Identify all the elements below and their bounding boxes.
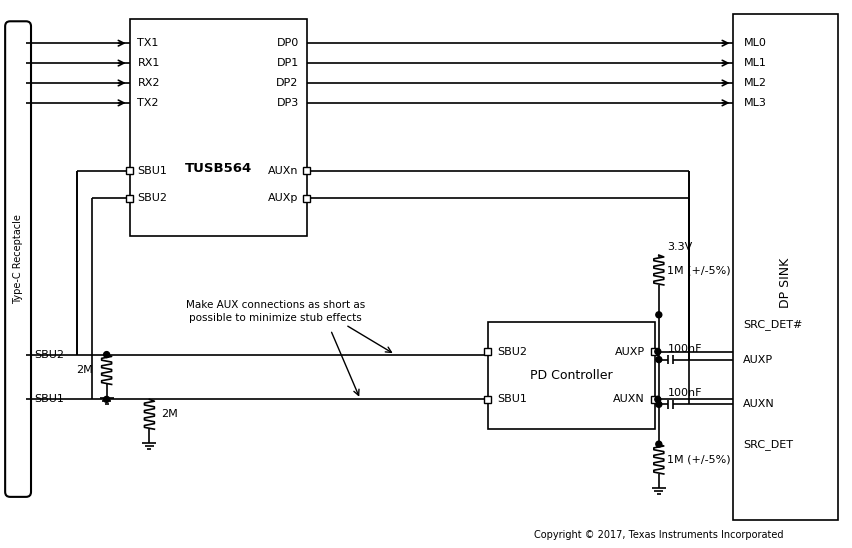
Text: Type-C Receptacle: Type-C Receptacle xyxy=(13,214,23,304)
Text: SBU2: SBU2 xyxy=(137,193,167,203)
Bar xyxy=(130,19,306,236)
Bar xyxy=(302,195,310,202)
Text: 1M (+/-5%): 1M (+/-5%) xyxy=(666,265,729,275)
FancyBboxPatch shape xyxy=(5,21,31,497)
Circle shape xyxy=(655,357,661,363)
Text: SBU2: SBU2 xyxy=(34,350,64,359)
Text: 100nF: 100nF xyxy=(667,389,701,398)
Text: DP3: DP3 xyxy=(276,98,298,108)
Circle shape xyxy=(654,396,660,402)
Text: ML3: ML3 xyxy=(742,98,765,108)
Text: SBU1: SBU1 xyxy=(137,165,167,175)
Circle shape xyxy=(655,401,661,407)
Text: SBU1: SBU1 xyxy=(497,395,527,404)
Bar xyxy=(484,396,491,403)
Text: DP2: DP2 xyxy=(276,78,298,88)
Text: AUXN: AUXN xyxy=(613,395,644,404)
Circle shape xyxy=(104,352,110,358)
Text: SRC_DET#: SRC_DET# xyxy=(742,319,802,330)
Text: SBU2: SBU2 xyxy=(497,346,527,357)
Text: DP1: DP1 xyxy=(276,58,298,68)
Text: TX2: TX2 xyxy=(137,98,158,108)
Text: 100nF: 100nF xyxy=(667,344,701,353)
Circle shape xyxy=(655,441,661,447)
Text: 3.3V: 3.3V xyxy=(666,242,691,252)
Text: possible to minimize stub effects: possible to minimize stub effects xyxy=(189,313,362,323)
Bar xyxy=(126,195,133,202)
Text: ML1: ML1 xyxy=(742,58,765,68)
Text: AUXp: AUXp xyxy=(268,193,298,203)
Text: TUSB564: TUSB564 xyxy=(184,162,251,175)
Text: PD Controller: PD Controller xyxy=(529,369,612,382)
Text: AUXP: AUXP xyxy=(742,355,773,364)
Text: ML2: ML2 xyxy=(742,78,765,88)
Text: AUXP: AUXP xyxy=(614,346,644,357)
Circle shape xyxy=(654,349,660,355)
Text: SRC_DET: SRC_DET xyxy=(742,439,792,449)
Text: DP SINK: DP SINK xyxy=(778,258,792,308)
Bar xyxy=(126,167,133,174)
Bar xyxy=(487,322,654,429)
Text: Make AUX connections as short as: Make AUX connections as short as xyxy=(186,300,365,310)
Text: DP0: DP0 xyxy=(276,38,298,48)
Text: TX1: TX1 xyxy=(137,38,158,48)
Circle shape xyxy=(655,312,661,318)
Bar xyxy=(302,167,310,174)
Text: RX2: RX2 xyxy=(137,78,160,88)
Circle shape xyxy=(104,396,110,402)
Text: 2M: 2M xyxy=(161,409,178,419)
Text: 2M: 2M xyxy=(76,364,93,374)
Bar xyxy=(733,14,837,520)
Bar xyxy=(651,348,658,355)
Text: AUXN: AUXN xyxy=(742,399,774,409)
Text: RX1: RX1 xyxy=(137,58,159,68)
Text: ML0: ML0 xyxy=(742,38,765,48)
Text: Copyright © 2017, Texas Instruments Incorporated: Copyright © 2017, Texas Instruments Inco… xyxy=(533,530,783,540)
Text: SBU1: SBU1 xyxy=(34,395,64,404)
Text: 1M (+/-5%): 1M (+/-5%) xyxy=(666,454,729,464)
Text: AUXn: AUXn xyxy=(268,165,298,175)
Bar xyxy=(484,348,491,355)
Bar xyxy=(651,396,658,403)
